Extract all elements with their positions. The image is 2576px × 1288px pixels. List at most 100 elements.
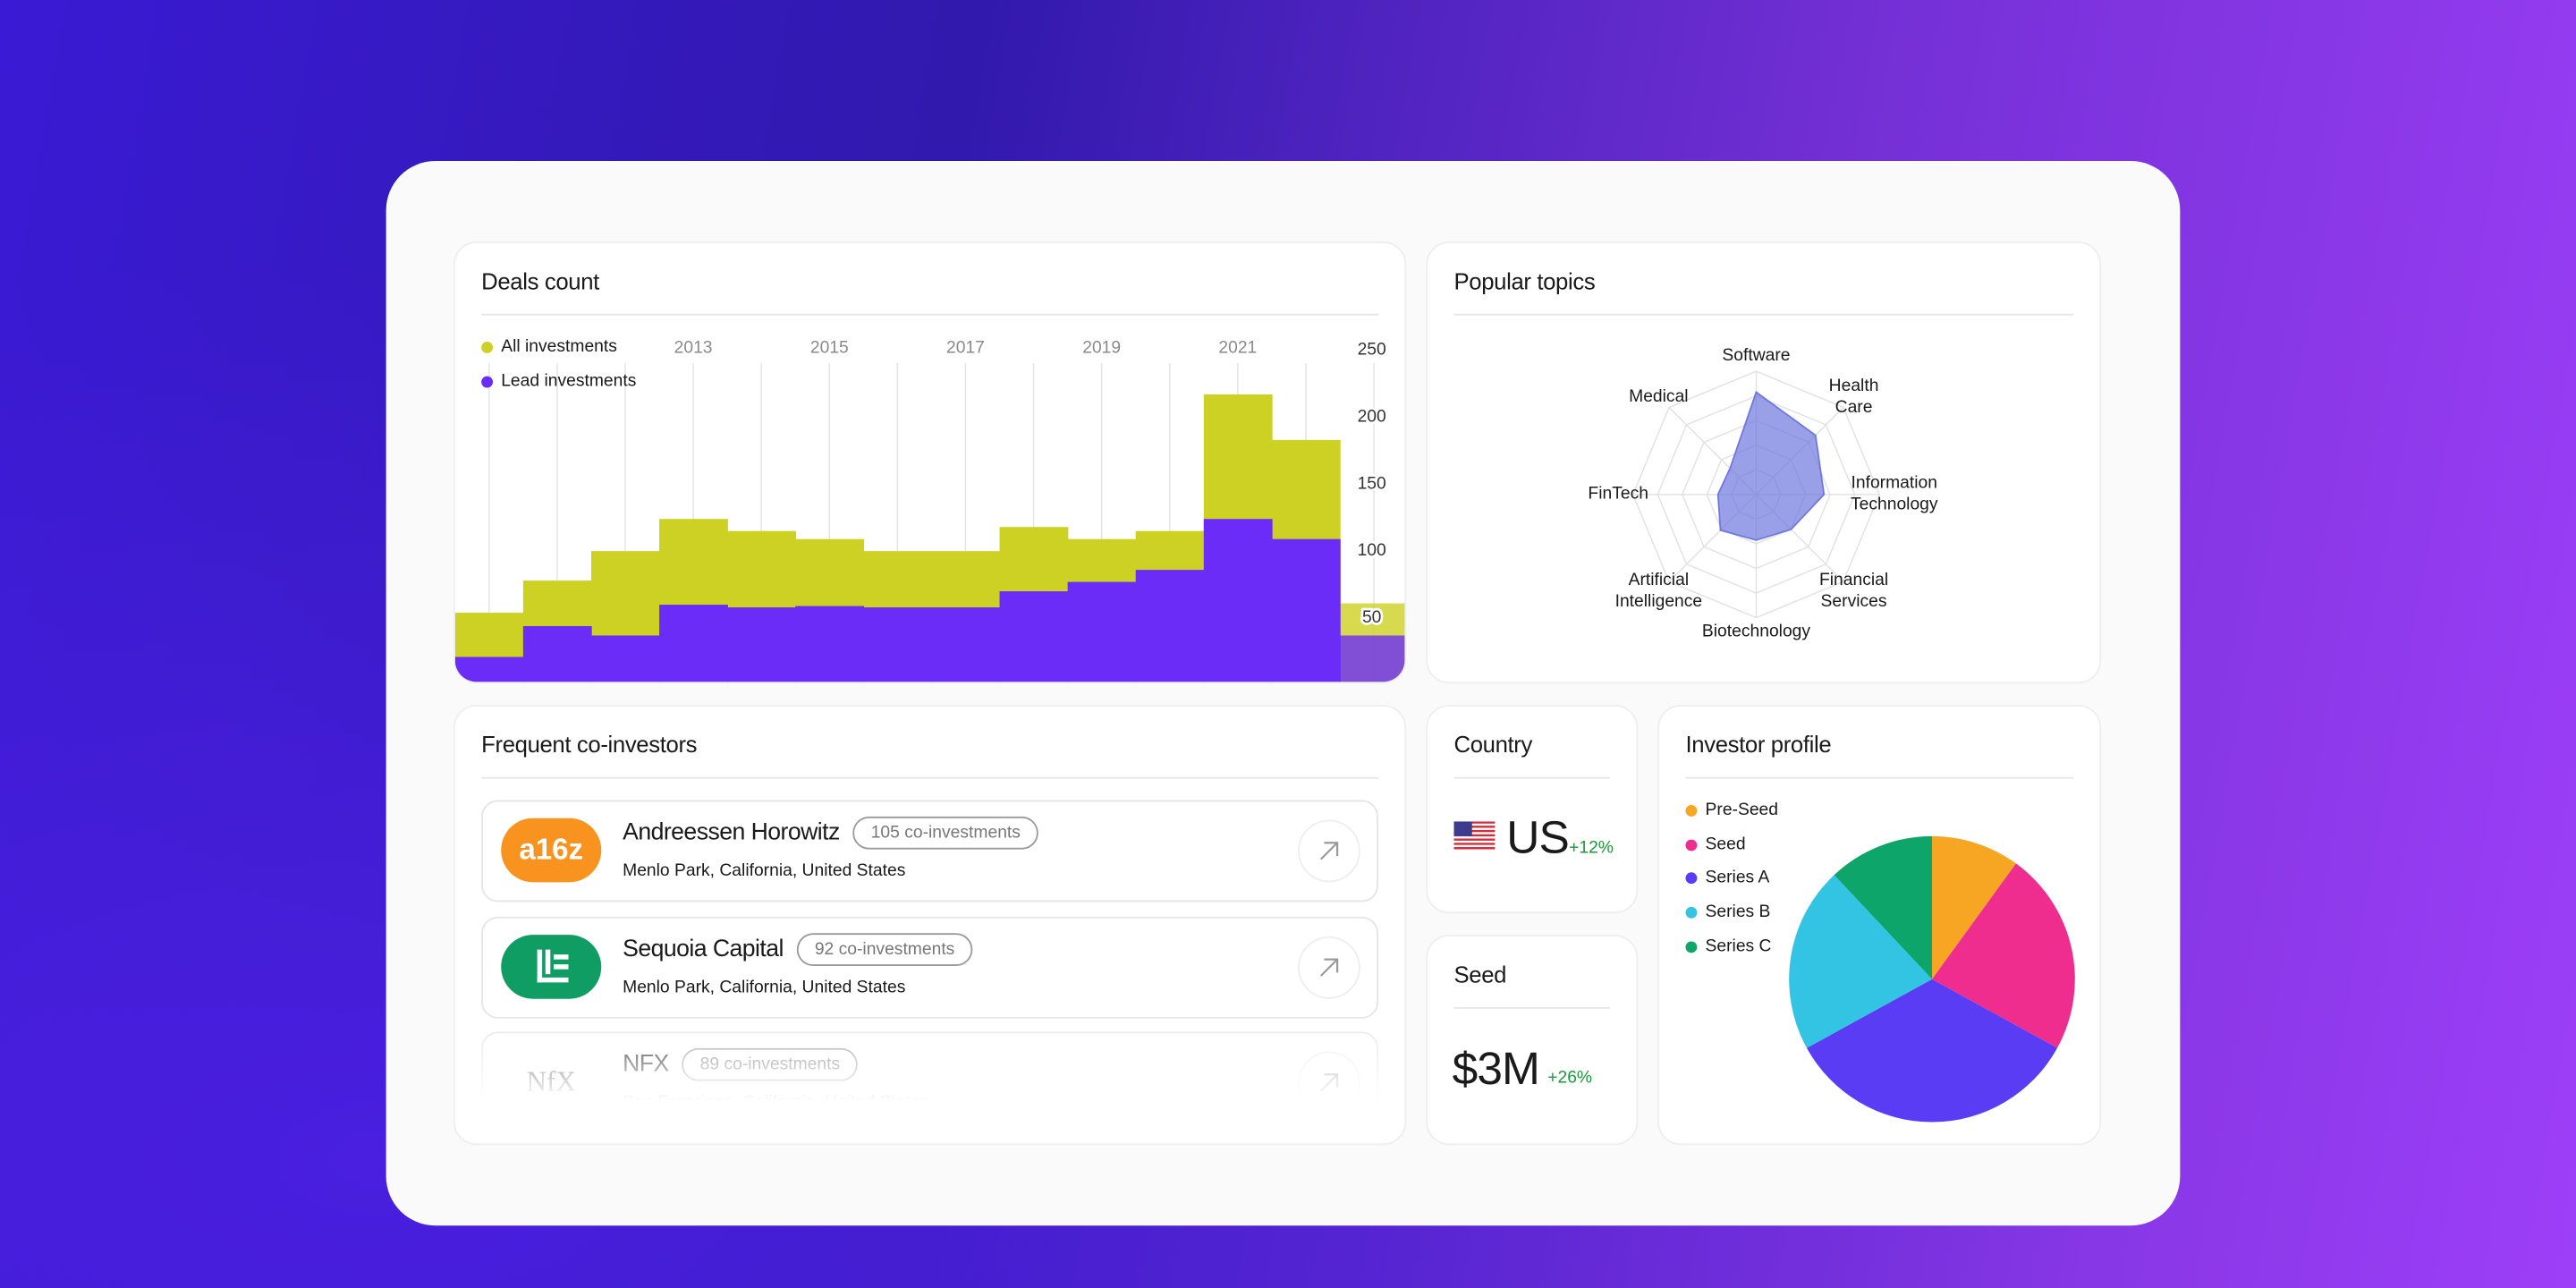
- x-tick-label: 2015: [810, 338, 849, 357]
- bar: [1339, 635, 1405, 682]
- y-tick-label: 50: [1362, 608, 1381, 627]
- legend-label: All investments: [501, 336, 617, 357]
- co-investor-card: Sequoia Capital 92 co-investments Menlo Pa…: [481, 915, 1379, 1018]
- country-value: US: [1506, 811, 1570, 863]
- country-panel: Country US +12%: [1426, 704, 1639, 914]
- bar: [931, 607, 1001, 682]
- co-investment-badge: 92 co-investments: [796, 932, 973, 966]
- pie-slice: [1806, 979, 2058, 1123]
- co-investors-panel: Frequent co-investors a16z Andreessen Hor…: [453, 704, 1407, 1146]
- arrow-icon: [1319, 957, 1339, 976]
- panel-title: Popular topics: [1453, 267, 1596, 294]
- legend-swatch: [1685, 907, 1698, 919]
- logo-stroke: [536, 977, 568, 983]
- axis-label: Biotechnology: [1701, 622, 1811, 642]
- bar: [1271, 538, 1341, 682]
- legend-item: All investments: [481, 337, 617, 357]
- dashboard-card: 2013 2015 2017 2019 2021 50 100 150 200 250 Deals…: [386, 161, 2181, 1226]
- open-button[interactable]: [1298, 936, 1360, 998]
- name-row: Andreessen Horowitz 105 co-investments: [623, 816, 1039, 850]
- open-button[interactable]: [1298, 819, 1360, 883]
- panel-title: Country: [1453, 731, 1533, 758]
- pie-slice: [1834, 835, 1933, 979]
- legend-swatch: [1685, 873, 1698, 885]
- logo-stroke: [536, 949, 542, 983]
- investor-location: San Francisco, California, United States: [623, 1092, 928, 1100]
- investor-location: Menlo Park, California, United States: [623, 976, 906, 996]
- axis-label: Software: [1722, 345, 1791, 366]
- bar: [1067, 581, 1137, 682]
- co-investor-card: NfX NFX 89 co-investments San Francisco, Ca…: [481, 1031, 1379, 1101]
- bar: [1135, 570, 1205, 682]
- legend-swatch: [1685, 805, 1698, 817]
- arrow-glyph: [1319, 957, 1339, 976]
- legend-swatch: [481, 342, 494, 353]
- legend-label: Pre-Seed: [1705, 800, 1779, 820]
- pie-slice: [1789, 875, 1933, 1048]
- investor-location: Menlo Park, California, United States: [623, 860, 906, 881]
- panel-title: Investor profile: [1685, 731, 1832, 758]
- logo-stroke: [553, 964, 568, 970]
- axis-label: Financial Services: [1818, 571, 1889, 612]
- axis-label: Artificial Intelligence: [1614, 571, 1703, 612]
- flag-icon: [1453, 821, 1496, 850]
- logo: a16z: [501, 818, 602, 883]
- bar: [999, 591, 1069, 682]
- logo: NfX: [501, 1050, 601, 1101]
- axis-label: FinTech: [1588, 483, 1648, 504]
- investor-name: NFX: [623, 1051, 669, 1078]
- separator: [481, 313, 1379, 316]
- bar: [590, 635, 660, 682]
- logo-text: a16z: [519, 833, 584, 866]
- radar-chart: [1631, 370, 1881, 619]
- logo: [501, 934, 602, 998]
- arrow-icon: [1319, 1073, 1339, 1092]
- bar: [454, 657, 524, 682]
- legend-label: Series A: [1705, 868, 1770, 888]
- bar: [1203, 519, 1273, 682]
- y-tick-label: 150: [1358, 474, 1386, 493]
- legend-swatch: [1685, 941, 1698, 953]
- co-investment-badge: 105 co-investments: [852, 816, 1039, 850]
- y-tick-label: 250: [1358, 341, 1386, 360]
- arrow-glyph: [1319, 842, 1339, 860]
- panel-title: Frequent co-investors: [481, 731, 698, 758]
- topics-panel: Popular topics Software Health Care Inform…: [1426, 242, 2102, 684]
- legend-item: Series A: [1685, 869, 1769, 888]
- deals-panel: 2013 2015 2017 2019 2021 50 100 150 200 250 Deals…: [453, 242, 1407, 684]
- radar-area: [1716, 391, 1826, 541]
- panel-title: Deals count: [481, 267, 599, 294]
- investor-name: Andreessen Horowitz: [623, 819, 840, 846]
- investor-name: Sequoia Capital: [623, 936, 784, 962]
- logo-icon: [536, 949, 568, 983]
- name-row: NFX 89 co-investments: [623, 1047, 859, 1081]
- separator: [1453, 776, 1611, 779]
- axis-label: Medical: [1629, 386, 1689, 406]
- name-row: Sequoia Capital 92 co-investments: [623, 932, 973, 966]
- separator: [1453, 1006, 1611, 1009]
- bar: [863, 607, 933, 682]
- seed-value: $3M: [1452, 1043, 1540, 1095]
- separator: [1685, 776, 2073, 779]
- separator: [481, 776, 1379, 779]
- legend-item: Seed: [1685, 834, 1746, 854]
- legend-label: Seed: [1705, 834, 1746, 854]
- logo-text: NfX: [526, 1065, 576, 1097]
- legend-swatch: [1685, 838, 1698, 851]
- legend-label: Series C: [1705, 936, 1772, 956]
- arrow-glyph: [1319, 1073, 1339, 1092]
- investor-profile-panel: Investor profile Pre-Seed Seed Series A Ser…: [1657, 704, 2102, 1146]
- legend-item: Lead investments: [481, 370, 636, 390]
- open-button[interactable]: [1298, 1051, 1360, 1101]
- x-tick-label: 2013: [674, 338, 713, 357]
- bar: [795, 606, 865, 682]
- legend-item: Series C: [1685, 936, 1771, 956]
- pie-chart: [1789, 835, 2075, 1123]
- co-investor-list: a16z Andreessen Horowitz 105 co-investment…: [455, 799, 1405, 1101]
- pie-slice: [1932, 863, 2075, 1048]
- pie-slice: [1932, 835, 2016, 979]
- legend-item: Series B: [1685, 902, 1770, 922]
- country-change: +12%: [1569, 837, 1614, 858]
